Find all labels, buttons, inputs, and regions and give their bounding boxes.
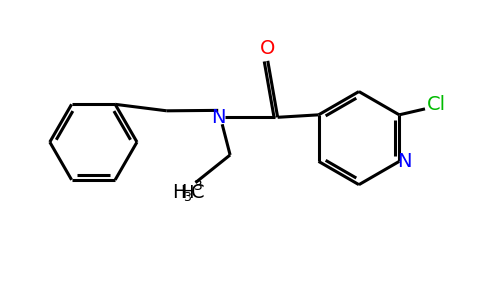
Text: Cl: Cl xyxy=(427,95,446,114)
Text: N: N xyxy=(397,152,411,171)
Text: O: O xyxy=(260,39,275,58)
Text: C: C xyxy=(191,183,204,202)
Text: H: H xyxy=(180,184,194,202)
Text: 3: 3 xyxy=(183,191,192,204)
Text: H: H xyxy=(172,183,187,202)
Text: N: N xyxy=(211,108,226,127)
Text: 3: 3 xyxy=(194,178,202,193)
